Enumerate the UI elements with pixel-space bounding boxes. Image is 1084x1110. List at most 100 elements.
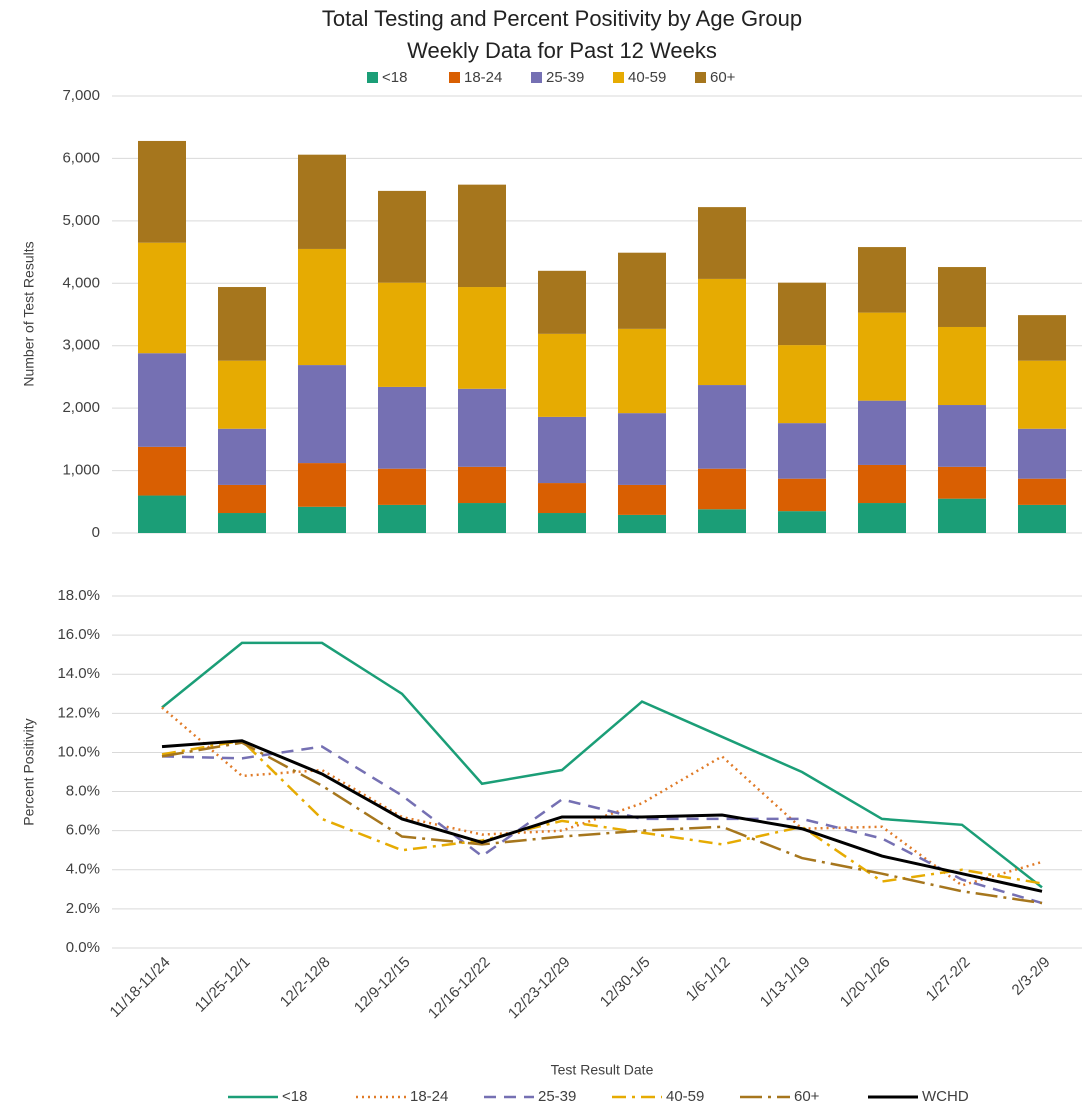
bar-segment	[778, 282, 826, 346]
x-tick-label: 12/23-12/29	[505, 954, 574, 1023]
bar-segment	[618, 413, 666, 485]
x-axis-title: Test Result Date	[551, 1062, 654, 1078]
y-tick-label: 6,000	[62, 149, 100, 166]
y-tick-label: 4,000	[62, 274, 100, 291]
bar-segment	[538, 513, 586, 533]
legend-swatch	[695, 72, 706, 83]
legend-label: 60+	[710, 69, 736, 86]
bar-segment	[378, 504, 426, 533]
y-tick-label: 2,000	[62, 399, 100, 416]
y-tick-label: 7,000	[62, 87, 100, 104]
y-tick-label: 8.0%	[66, 783, 100, 800]
bar-segment	[938, 267, 986, 327]
bar-segment	[298, 154, 346, 249]
legend-swatch	[531, 72, 542, 83]
bar-segment	[858, 503, 906, 533]
x-tick-label: 1/20-1/26	[837, 954, 894, 1011]
bar-segment	[138, 446, 186, 496]
bar-segment	[1018, 504, 1066, 533]
bar-segment	[858, 400, 906, 465]
bar-segment	[298, 365, 346, 464]
bar-segment	[218, 360, 266, 429]
legend-label: 60+	[794, 1088, 820, 1105]
x-tick-label: 12/16-12/22	[425, 954, 494, 1023]
bar-segment	[618, 252, 666, 329]
bar-segment	[618, 484, 666, 515]
bar-segment	[938, 466, 986, 499]
bar-segment	[458, 503, 506, 533]
y-tick-label: 2.0%	[66, 900, 100, 917]
line	[161, 745, 1043, 905]
y-tick-label: 16.0%	[57, 626, 100, 643]
bar-segment	[378, 282, 426, 387]
x-tick-label: 2/3-2/9	[1009, 954, 1054, 999]
bar-segment	[1018, 478, 1066, 505]
legend-label: WCHD	[922, 1088, 969, 1105]
bar-segment	[698, 278, 746, 386]
bar-segment	[138, 140, 186, 243]
y-tick-label: 0.0%	[66, 939, 100, 956]
legend-label: 25-39	[538, 1088, 576, 1105]
y-axis-title: Number of Test Results	[21, 241, 37, 386]
x-tick-label: 12/30-1/5	[597, 954, 654, 1011]
bar-segment	[1018, 428, 1066, 479]
bar-segment	[138, 242, 186, 354]
bar-segment	[298, 506, 346, 533]
bar-segment	[698, 509, 746, 533]
bar-segment	[698, 385, 746, 469]
legend-label: 25-39	[546, 69, 584, 86]
bar-segment	[778, 423, 826, 479]
legend-label: 18-24	[410, 1088, 448, 1105]
bar-segment	[778, 478, 826, 512]
bar-segment	[698, 468, 746, 510]
legend-swatch	[613, 72, 624, 83]
y-tick-label: 12.0%	[57, 704, 100, 721]
x-tick-label: 1/27-2/2	[923, 954, 974, 1005]
legend-swatch	[367, 72, 378, 83]
bar-segment	[378, 386, 426, 469]
legend-label: <18	[382, 69, 407, 86]
y-tick-label: 0	[92, 524, 100, 541]
y-tick-label: 5,000	[62, 212, 100, 229]
x-tick-label: 12/9-12/15	[351, 954, 414, 1017]
bar-segment	[458, 287, 506, 389]
x-tick-label: 11/25-12/1	[192, 954, 254, 1016]
line	[161, 739, 1043, 885]
bar-segment	[378, 468, 426, 505]
bar-segment	[538, 483, 586, 514]
bar-segment	[778, 345, 826, 424]
y-axis-title: Percent Positivity	[21, 718, 37, 825]
bar-segment	[778, 511, 826, 533]
legend-label: 40-59	[666, 1088, 704, 1105]
bar-segment	[218, 513, 266, 533]
y-tick-label: 18.0%	[57, 587, 100, 604]
x-tick-label: 1/6-1/12	[683, 954, 734, 1005]
line	[161, 739, 1043, 893]
y-tick-label: 4.0%	[66, 861, 100, 878]
y-tick-label: 10.0%	[57, 743, 100, 760]
bar-segment	[938, 326, 986, 406]
bar-segment	[298, 248, 346, 366]
bar-segment	[218, 287, 266, 361]
bar-segment	[938, 405, 986, 467]
bar-segment	[538, 333, 586, 417]
bar-segment	[458, 184, 506, 288]
bar-segment	[298, 463, 346, 507]
y-tick-label: 1,000	[62, 462, 100, 479]
legend-label: <18	[282, 1088, 307, 1105]
bar-segment	[698, 207, 746, 279]
bar-segment	[858, 247, 906, 313]
bar-segment	[858, 464, 906, 504]
bar-segment	[938, 498, 986, 533]
bar-segment	[458, 388, 506, 467]
legend-label: 40-59	[628, 69, 666, 86]
x-tick-label: 12/2-12/8	[277, 954, 334, 1011]
bar-segment	[1018, 360, 1066, 429]
line	[161, 641, 1043, 889]
legend-label: 18-24	[464, 69, 502, 86]
bar-segment	[858, 312, 906, 401]
bar-segment	[378, 190, 426, 283]
line	[161, 706, 1043, 887]
bar-segment	[618, 328, 666, 414]
